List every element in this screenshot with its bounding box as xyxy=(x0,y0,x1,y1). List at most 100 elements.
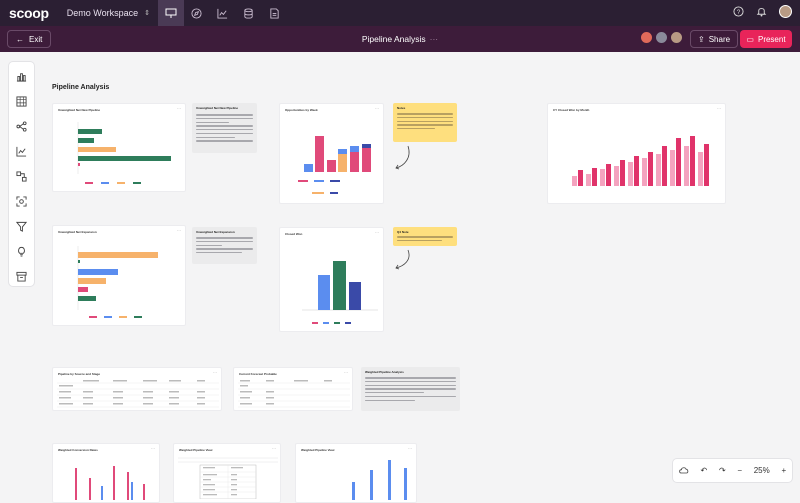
card-title: Unweighted Net New Pipeline xyxy=(58,108,101,112)
bar xyxy=(113,466,115,500)
chart-card[interactable]: CY Closed Won by Month ⋯ xyxy=(547,103,726,204)
bar xyxy=(78,252,158,258)
lightbulb-icon[interactable] xyxy=(13,242,31,261)
bar xyxy=(592,168,597,186)
chart-card[interactable]: Closed Won ⋯ xyxy=(279,227,384,332)
table-card[interactable]: Weighted Pipeline View ⋯ xyxy=(173,443,281,503)
exit-button[interactable]: ← Exit xyxy=(7,30,52,48)
card-title: Weighted Conversion Rates xyxy=(58,448,98,452)
text-card[interactable]: Unweighted Net Expansion xyxy=(192,227,257,264)
redo-icon[interactable]: ↷ xyxy=(718,466,726,475)
table-card[interactable]: Pipeline by Source and Stage ⋯ xyxy=(52,367,222,411)
chart-card[interactable]: Weighted Pipeline View ⋯ xyxy=(295,443,417,503)
bar-chart-icon[interactable] xyxy=(13,67,31,86)
app-logo[interactable]: scoop xyxy=(9,5,49,21)
chart-card[interactable]: Opportunities by Week ⋯ xyxy=(279,103,384,204)
undo-icon[interactable]: ↶ xyxy=(700,466,708,475)
left-toolbar xyxy=(8,61,35,287)
more-icon[interactable]: ⋯ xyxy=(375,106,379,111)
more-icon[interactable]: ⋯ xyxy=(177,228,181,233)
more-icon[interactable]: ⋯ xyxy=(151,446,155,451)
bar xyxy=(670,150,675,186)
arrow-left-icon: ← xyxy=(16,34,24,44)
bar xyxy=(600,169,605,186)
more-icon[interactable]: ⋯ xyxy=(272,446,276,451)
text-card-title: Unweighted Net Expansion xyxy=(196,230,235,234)
line-chart-icon[interactable] xyxy=(13,142,31,161)
chart-nav-icon[interactable] xyxy=(210,0,236,26)
bar xyxy=(338,149,347,154)
chart-legend xyxy=(312,322,351,324)
chart-card[interactable]: Weighted Conversion Rates ⋯ xyxy=(52,443,160,503)
page-title-text: Pipeline Analysis xyxy=(361,34,426,44)
card-title: Closed Won xyxy=(285,232,303,236)
connector-arrow xyxy=(395,145,410,170)
canvas-nav-icon[interactable] xyxy=(157,0,184,26)
zoom-level: 25% xyxy=(753,466,770,475)
more-icon[interactable]: ⋯ xyxy=(213,370,217,375)
more-icon[interactable]: ⋯ xyxy=(344,370,348,375)
share-icon: ⇪ xyxy=(698,34,705,44)
workspace-name: Demo Workspace xyxy=(66,8,139,18)
flow-icon[interactable] xyxy=(13,167,31,186)
bar xyxy=(362,148,371,172)
card-title: Pipeline by Source and Stage xyxy=(58,372,101,376)
zoom-out-button[interactable]: − xyxy=(737,466,743,475)
card-title: Weighted Pipeline View xyxy=(301,448,335,452)
collaborator-avatar[interactable] xyxy=(655,31,668,44)
network-icon[interactable] xyxy=(13,117,31,136)
text-card[interactable]: Unweighted Net New Pipeline xyxy=(192,103,257,153)
table-card[interactable]: Current Forecast Probable ⋯ xyxy=(233,367,353,411)
svg-text:?: ? xyxy=(737,9,741,16)
zoom-in-button[interactable]: + xyxy=(781,466,787,475)
scan-icon[interactable] xyxy=(13,192,31,211)
title-menu[interactable]: ··· xyxy=(429,34,439,44)
document-nav-icon[interactable] xyxy=(262,0,288,26)
more-icon[interactable]: ⋯ xyxy=(408,446,412,451)
text-card-title: Unweighted Net New Pipeline xyxy=(196,106,239,110)
chart-card[interactable]: Unweighted Net Expansion ⋯ xyxy=(52,225,186,326)
sticky-note[interactable]: Notes xyxy=(393,103,457,142)
bar xyxy=(628,162,633,186)
bar xyxy=(89,478,91,500)
bar xyxy=(78,260,80,263)
table-icon[interactable] xyxy=(13,92,31,111)
more-icon[interactable]: ⋯ xyxy=(375,230,379,235)
bar xyxy=(684,146,689,186)
present-icon: ▭ xyxy=(746,34,754,44)
collaborator-avatar[interactable] xyxy=(670,31,683,44)
bar xyxy=(143,484,145,500)
bell-icon[interactable] xyxy=(756,6,767,17)
user-avatar[interactable] xyxy=(779,5,792,18)
more-icon[interactable]: ⋯ xyxy=(177,106,181,111)
collaborator-avatar[interactable] xyxy=(640,31,653,44)
bar xyxy=(704,144,709,186)
bar xyxy=(78,147,116,152)
canvas-title: Pipeline Analysis xyxy=(52,84,110,91)
archive-icon[interactable] xyxy=(13,267,31,286)
chart-card[interactable]: Unweighted Net New Pipeline ⋯ xyxy=(52,103,186,192)
share-button[interactable]: ⇪ Share xyxy=(690,30,739,48)
chart-legend xyxy=(298,180,340,182)
sticky-note[interactable]: Q4 Note xyxy=(393,227,457,246)
present-button[interactable]: ▭ Present xyxy=(740,30,792,48)
bar xyxy=(101,486,103,500)
filter-icon[interactable] xyxy=(13,217,31,236)
database-nav-icon[interactable] xyxy=(236,0,262,26)
chart-legend xyxy=(312,192,338,194)
explore-nav-icon[interactable] xyxy=(184,0,210,26)
cloud-sync-icon[interactable] xyxy=(679,466,689,475)
bar xyxy=(327,160,336,172)
workspace-selector[interactable]: Demo Workspace ⇕ xyxy=(67,8,150,18)
page-title[interactable]: Pipeline Analysis ··· xyxy=(0,34,800,44)
help-icon[interactable]: ? xyxy=(733,6,744,17)
bar xyxy=(78,269,118,275)
bar xyxy=(572,176,577,186)
text-card[interactable]: Weighted Pipeline Analysis xyxy=(361,367,460,411)
connector-arrow xyxy=(395,249,410,270)
more-icon[interactable]: ⋯ xyxy=(717,106,721,111)
bar xyxy=(78,287,88,292)
text-card-title: Weighted Pipeline Analysis xyxy=(365,370,404,374)
bar xyxy=(648,152,653,186)
zoom-toolbar: ↶ ↷ − 25% + xyxy=(672,458,793,483)
